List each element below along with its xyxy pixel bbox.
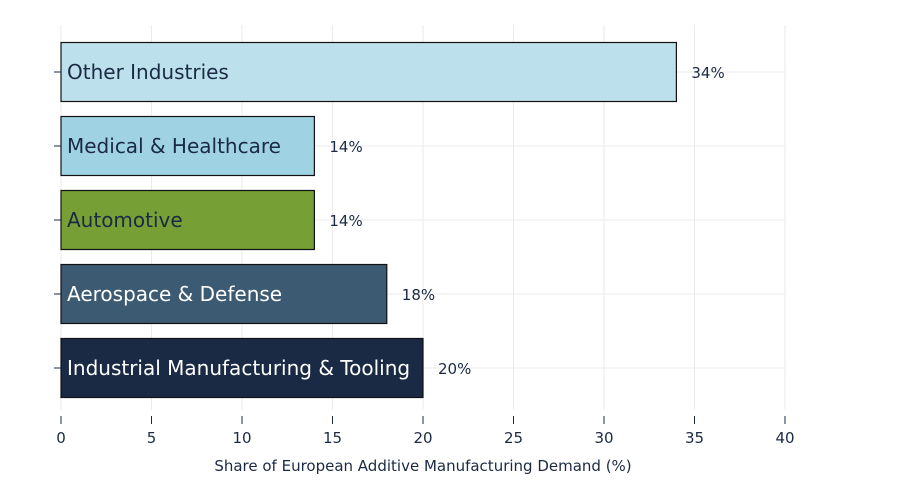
bar-value-label: 14% [329,212,362,230]
y-axis [54,71,61,369]
x-axis-title: Share of European Additive Manufacturing… [214,457,631,475]
bar-value-label: 14% [329,138,362,156]
bars: Industrial Manufacturing & Tooling 20% Aer… [60,41,725,399]
x-tick-label: 5 [147,429,157,447]
bar-value-label: 20% [438,360,471,378]
x-axis: 0 5 10 15 20 25 30 35 40 [56,416,795,447]
bar [60,189,315,251]
bar-category-label: Aerospace & Defense [67,282,282,306]
x-tick-label: 30 [594,429,613,447]
bar-category-label: Industrial Manufacturing & Tooling [67,356,410,380]
bar [60,41,678,103]
bar-category-label: Other Industries [67,60,229,84]
x-tick-label: 20 [413,429,432,447]
bar [60,115,315,177]
x-tick-label: 25 [504,429,523,447]
x-tick-label: 10 [232,429,251,447]
x-tick-label: 35 [685,429,704,447]
x-tick-label: 40 [775,429,794,447]
bar-value-label: 18% [402,286,435,304]
bar-value-label: 34% [691,64,724,82]
bar [60,337,424,399]
x-tick-label: 0 [56,429,66,447]
x-tick-label: 15 [323,429,342,447]
bar-category-label: Automotive [67,208,183,232]
bar-category-label: Medical & Healthcare [67,134,281,158]
